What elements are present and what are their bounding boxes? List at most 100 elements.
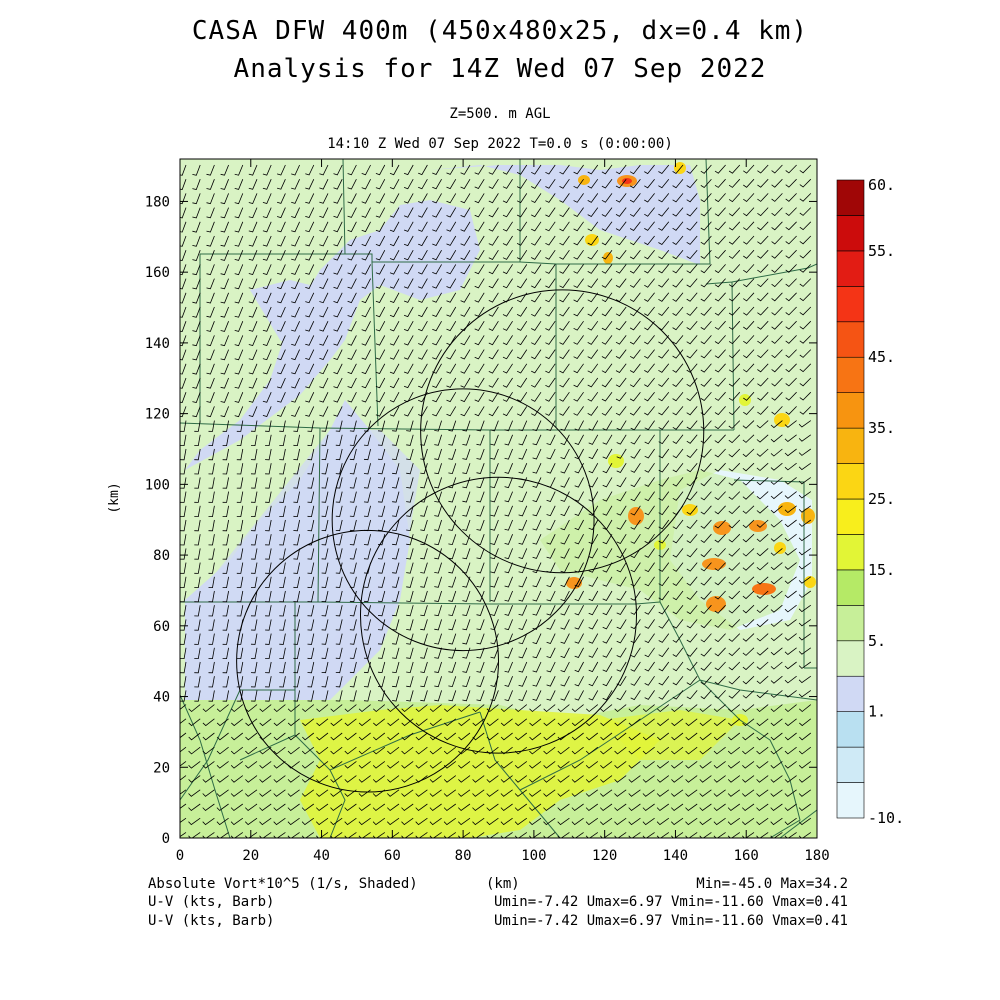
wind-barb (672, 207, 684, 217)
wind-barb (699, 704, 712, 713)
wind-barb (516, 207, 528, 218)
wind-barb (216, 746, 229, 755)
wind-barb (742, 491, 755, 500)
wind-barb (658, 164, 670, 175)
wind-barb (372, 803, 386, 812)
wind-barb (799, 391, 812, 401)
county-line (294, 734, 346, 838)
wind-barb (234, 292, 244, 304)
wind-barb (798, 619, 812, 627)
wind-barb (208, 534, 215, 546)
wind-barb (714, 249, 726, 259)
wind-barb (460, 349, 471, 360)
wind-barb (531, 363, 542, 374)
wind-barb (401, 761, 414, 769)
wind-barb (799, 718, 812, 727)
wind-barb (757, 320, 769, 330)
wind-barb (335, 619, 343, 631)
wind-barb (616, 576, 627, 587)
wind-barb (420, 448, 428, 460)
wind-barb (180, 477, 187, 489)
wind-barb (516, 249, 528, 260)
wind-barb (798, 661, 812, 669)
wind-barb (571, 761, 584, 769)
wind-barb (321, 690, 329, 702)
wind-barb (403, 235, 414, 247)
wind-barb (406, 590, 414, 603)
wind-barb (742, 519, 755, 529)
wind-barb (222, 448, 229, 461)
wind-barb (458, 832, 471, 838)
wind-barb (532, 505, 542, 517)
wind-barb (236, 548, 244, 560)
wind-barb (602, 462, 613, 474)
wind-barb (429, 775, 442, 783)
wind-barb (518, 519, 528, 531)
wind-barb (488, 335, 499, 346)
wind-barb (629, 207, 641, 217)
wind-barb (602, 533, 613, 545)
wind-barb (321, 576, 329, 588)
wind-barb (377, 576, 386, 588)
wind-barb (714, 320, 726, 330)
wind-barb (770, 732, 783, 741)
field2-stats: Umin=-7.42 Umax=6.97 Vmin=-11.60 Vmax=0.… (493, 894, 848, 910)
wind-barb (615, 335, 627, 345)
wind-barb (476, 491, 485, 503)
wind-barb (714, 264, 726, 274)
wind-barb (616, 462, 627, 474)
wind-barb (644, 562, 655, 573)
wind-barb (644, 264, 655, 274)
wind-barb (344, 775, 357, 783)
wind-barb (248, 321, 258, 332)
wind-barb (685, 803, 698, 812)
wind-barb (502, 178, 513, 189)
wind-barb (630, 477, 641, 488)
wind-barb (574, 477, 584, 488)
wind-barb (700, 221, 712, 231)
wind-barb (180, 633, 187, 645)
wind-barb (460, 391, 471, 403)
wind-barb (250, 562, 258, 574)
wind-barb (742, 619, 755, 628)
wind-barb (757, 278, 769, 288)
wind-barb (358, 704, 371, 713)
wind-barb (644, 164, 655, 175)
wind-barb (262, 207, 272, 219)
wind-barb (236, 505, 244, 518)
wind-barb (686, 505, 698, 515)
wind-barb (615, 164, 627, 175)
wind-barb (392, 519, 400, 532)
wind-barb (330, 817, 343, 826)
wind-barb (248, 335, 258, 346)
wind-barb (460, 164, 471, 175)
wind-barb (259, 746, 272, 755)
wind-barb (700, 278, 712, 288)
wind-barb (222, 477, 229, 489)
wind-barb (686, 619, 698, 629)
wind-barb (532, 463, 542, 474)
wind-barb (529, 803, 542, 812)
wind-barb (785, 221, 797, 231)
wind-barb (361, 321, 371, 332)
wind-barb (321, 519, 329, 532)
wind-barb (262, 306, 272, 318)
wind-barb (250, 534, 258, 546)
wind-barb (307, 463, 315, 475)
wind-barb (293, 590, 300, 603)
wind-barb (785, 193, 797, 202)
wind-barb (614, 789, 627, 797)
wind-barb (444, 732, 457, 741)
wind-barb (180, 619, 187, 631)
wind-barb (531, 406, 542, 417)
wind-barb (291, 278, 300, 290)
wind-barb (192, 321, 201, 332)
wind-barb (742, 690, 755, 699)
wind-barb (546, 534, 556, 545)
wind-barb (672, 320, 684, 331)
wind-barb (476, 590, 485, 602)
wind-barb (321, 477, 329, 489)
wind-barb (784, 491, 797, 499)
wind-barb (644, 533, 655, 544)
wind-barb (276, 221, 286, 233)
